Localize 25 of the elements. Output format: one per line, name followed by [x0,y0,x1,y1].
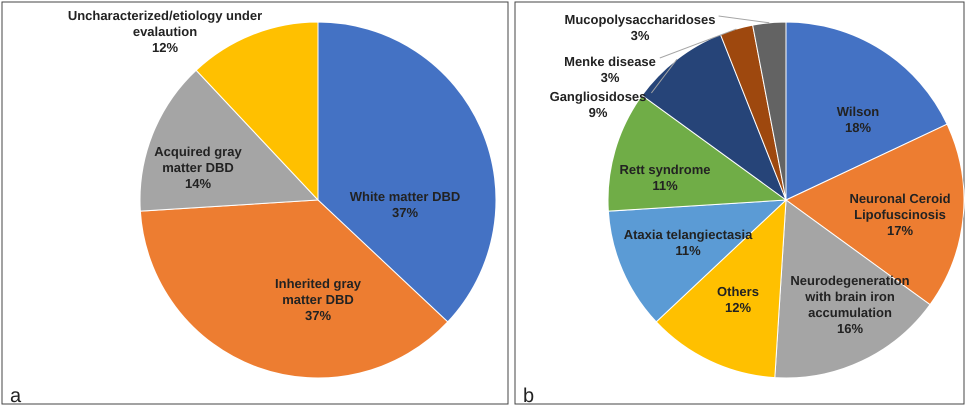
slice-label: Uncharacterized/etiology under evalaution [68,8,262,39]
slice-label: Acquired gray matter DBD [154,144,242,175]
data-label: 14% [184,176,212,191]
slice-label: Inherited gray matter DBD [275,276,362,307]
slice-label: Menke disease [564,54,656,69]
data-label: 37% [392,205,418,220]
data-label: 11% [675,243,702,258]
data-label: 16% [836,321,864,336]
slice-label: White matter DBD [350,189,460,204]
data-label: 3% [630,28,650,43]
data-label: 18% [844,120,872,135]
slice-label: Neuronal Ceroid Lipofuscinosis [849,191,951,222]
slice-label: Wilson [836,104,880,119]
data-label: 9% [588,105,608,120]
data-label: 3% [600,70,620,85]
text: b [523,385,534,406]
text: a [10,385,22,406]
slice-label: Others [717,284,759,299]
data-label: 12% [724,300,752,315]
data-label: 37% [304,308,332,323]
slice-label: Rett syndrome [619,162,711,177]
data-label: 12% [152,40,178,55]
data-label: 17% [886,223,914,238]
data-label: 11% [652,178,678,193]
slice-label: Mucopolysaccharidoses [564,12,716,27]
